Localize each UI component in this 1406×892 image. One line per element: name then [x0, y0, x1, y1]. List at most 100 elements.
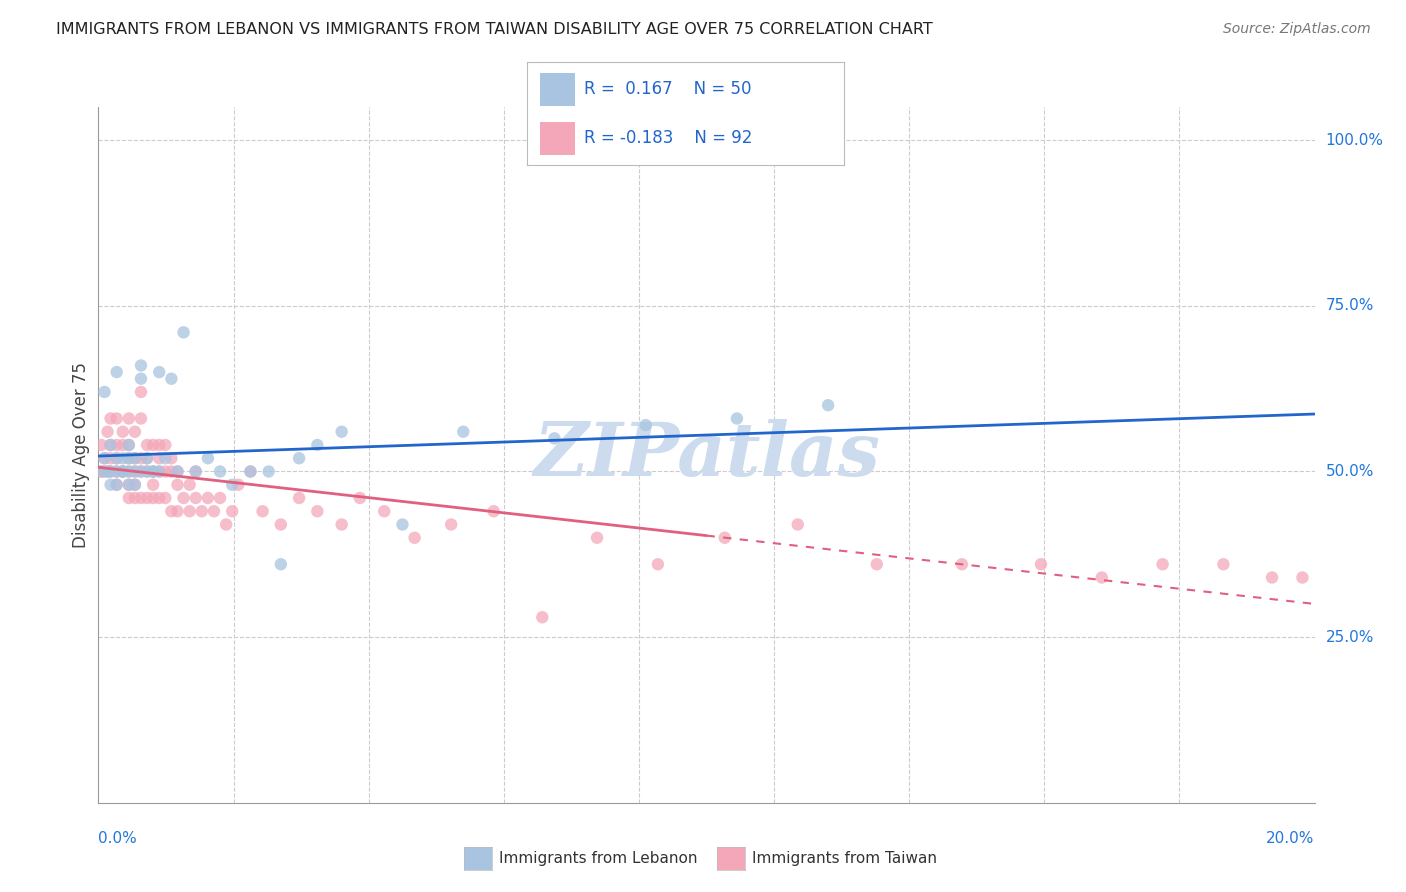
Text: IMMIGRANTS FROM LEBANON VS IMMIGRANTS FROM TAIWAN DISABILITY AGE OVER 75 CORRELA: IMMIGRANTS FROM LEBANON VS IMMIGRANTS FR…	[56, 22, 934, 37]
Point	[93, 451, 115, 466]
Point	[209, 465, 232, 479]
Point	[105, 465, 128, 479]
Point	[118, 438, 141, 452]
Point	[100, 438, 122, 452]
Point	[866, 558, 889, 572]
Point	[111, 465, 134, 479]
Point	[100, 451, 122, 466]
Point	[173, 491, 195, 505]
Point	[173, 326, 195, 340]
Point	[330, 425, 353, 439]
Point	[136, 465, 159, 479]
Point	[391, 517, 413, 532]
Point	[226, 477, 249, 491]
Point	[124, 491, 146, 505]
Text: ZIPatlas: ZIPatlas	[533, 418, 880, 491]
Text: R =  0.167    N = 50: R = 0.167 N = 50	[585, 80, 752, 98]
Point	[257, 465, 280, 479]
Point	[93, 465, 115, 479]
Point	[1152, 558, 1174, 572]
Point	[634, 418, 657, 433]
Point	[105, 438, 128, 452]
Point	[330, 517, 353, 532]
Point	[252, 504, 274, 518]
Point	[404, 531, 426, 545]
Point	[148, 465, 170, 479]
Point	[482, 504, 505, 518]
Point	[197, 491, 219, 505]
Point	[124, 425, 146, 439]
Point	[239, 465, 262, 479]
Text: 100.0%: 100.0%	[1326, 133, 1384, 148]
Point	[124, 477, 146, 491]
Point	[725, 411, 748, 425]
Point	[349, 491, 371, 505]
Point	[129, 465, 152, 479]
Point	[440, 517, 463, 532]
Point	[586, 531, 609, 545]
Point	[90, 465, 112, 479]
Point	[166, 504, 188, 518]
Point	[184, 465, 207, 479]
Point	[100, 465, 122, 479]
Point	[129, 465, 152, 479]
Point	[160, 504, 183, 518]
Point	[124, 465, 146, 479]
Point	[288, 491, 311, 505]
Point	[142, 438, 165, 452]
Point	[713, 531, 735, 545]
Point	[191, 504, 214, 518]
Point	[124, 451, 146, 466]
Bar	[540, 122, 575, 155]
Point	[124, 465, 146, 479]
Point	[1261, 570, 1284, 584]
Point	[288, 451, 311, 466]
Point	[118, 438, 141, 452]
Point	[142, 465, 165, 479]
Text: 50.0%: 50.0%	[1326, 464, 1374, 479]
Point	[96, 465, 118, 479]
Point	[142, 465, 165, 479]
Text: Immigrants from Lebanon: Immigrants from Lebanon	[499, 852, 697, 866]
Point	[105, 465, 128, 479]
Bar	[540, 73, 575, 105]
Text: Source: ZipAtlas.com: Source: ZipAtlas.com	[1223, 22, 1371, 37]
Point	[166, 477, 188, 491]
Point	[1091, 570, 1114, 584]
Point	[105, 411, 128, 425]
Point	[179, 477, 201, 491]
Point	[950, 558, 973, 572]
Point	[129, 411, 152, 425]
Point	[307, 438, 329, 452]
Point	[155, 451, 177, 466]
Point	[155, 438, 177, 452]
Text: 0.0%: 0.0%	[98, 830, 138, 846]
Point	[105, 451, 128, 466]
Point	[155, 465, 177, 479]
Point	[142, 477, 165, 491]
Text: R = -0.183    N = 92: R = -0.183 N = 92	[585, 129, 752, 147]
Point	[100, 438, 122, 452]
Point	[453, 425, 475, 439]
Point	[118, 465, 141, 479]
Point	[105, 477, 128, 491]
Point	[129, 359, 152, 373]
Point	[111, 425, 134, 439]
Text: 20.0%: 20.0%	[1267, 830, 1315, 846]
Point	[136, 451, 159, 466]
Point	[1212, 558, 1234, 572]
Point	[221, 477, 243, 491]
Point	[96, 425, 118, 439]
Point	[215, 517, 238, 532]
Y-axis label: Disability Age Over 75: Disability Age Over 75	[72, 362, 90, 548]
Point	[148, 451, 170, 466]
Point	[124, 451, 146, 466]
Point	[136, 438, 159, 452]
Point	[90, 438, 112, 452]
Point	[166, 465, 188, 479]
Point	[124, 477, 146, 491]
Point	[118, 411, 141, 425]
Point	[129, 384, 152, 399]
Point	[307, 504, 329, 518]
Point	[142, 465, 165, 479]
